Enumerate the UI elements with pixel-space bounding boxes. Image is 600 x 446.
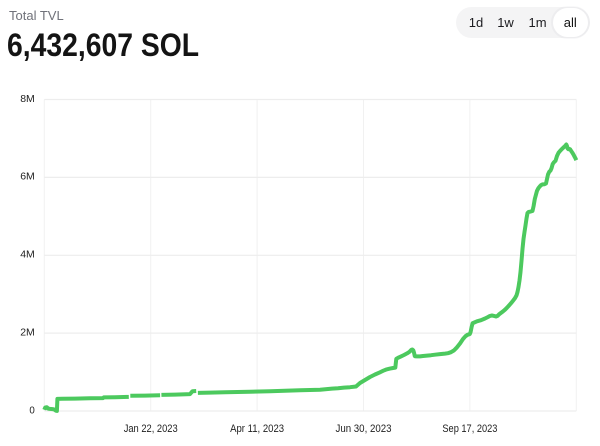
svg-text:2M: 2M (20, 326, 35, 338)
svg-text:Apr 11, 2023: Apr 11, 2023 (230, 423, 284, 435)
svg-text:Jan 22, 2023: Jan 22, 2023 (124, 423, 178, 435)
svg-text:4M: 4M (20, 249, 35, 261)
svg-text:6M: 6M (20, 171, 35, 183)
svg-text:0: 0 (29, 404, 35, 416)
svg-text:Jun 30, 2023: Jun 30, 2023 (336, 423, 392, 435)
svg-text:8M: 8M (20, 93, 35, 105)
svg-text:Sep 17, 2023: Sep 17, 2023 (442, 423, 497, 435)
